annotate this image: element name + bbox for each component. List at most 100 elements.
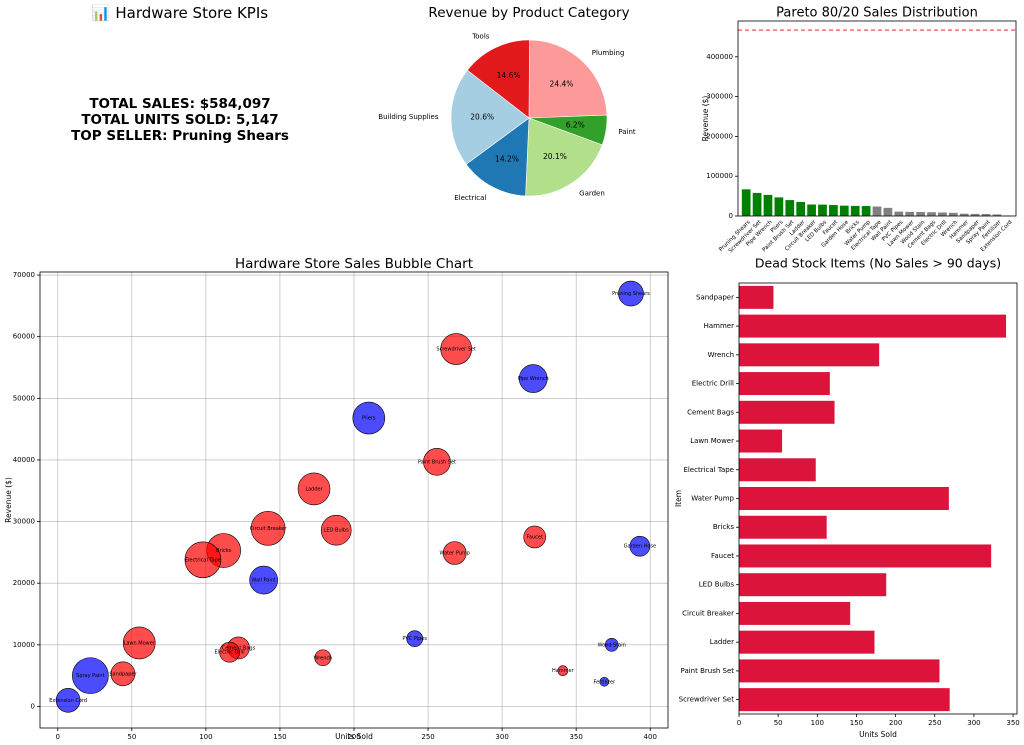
pareto-bar-ladder [796, 201, 806, 216]
deadstock-bar-electrical-tape [739, 458, 816, 482]
bubble-label-screwdriver-set: Screwdriver Set [436, 347, 476, 353]
deadstock-ytick-paint-brush-set: Paint Brush Set [681, 667, 735, 675]
bubble-xtick-label: 200 [347, 733, 360, 741]
bubble-label-ladder: Ladder [305, 486, 323, 492]
pareto-bar-wood-stain [916, 212, 925, 216]
deadstock-ytick-ladder: Ladder [710, 638, 734, 646]
bubble-label-fertilizer: Fertilizer [593, 679, 616, 685]
pareto-bar-faucet [829, 205, 838, 216]
bubble-label-electric-drill: Electric Drill [214, 650, 244, 656]
deadstock-bar-circuit-breaker [739, 601, 851, 625]
bubble-label-hammer: Hammer [552, 668, 575, 674]
bubble-xtick-label: 150 [273, 733, 286, 741]
bubble-electric-drill [219, 641, 240, 663]
pie-slice-electrical [465, 117, 530, 197]
deadstock-bar-cement-bags [739, 400, 835, 424]
kpi-title: 📊 Hardware Store KPIs [91, 4, 269, 22]
deadstock-bar-wrench [739, 343, 880, 367]
pareto-bar-pvc-pipes [894, 211, 904, 216]
bubble-pliers [352, 401, 386, 435]
pareto-bar-hammer [959, 213, 969, 216]
deadstock-xtick-label: 100 [811, 719, 824, 727]
deadstock-xtick-label: 200 [889, 719, 902, 727]
pareto-bar-garden-hose [839, 205, 849, 216]
pie-slice-building-supplies [450, 69, 530, 165]
bubble-ytick-label: 60000 [13, 333, 35, 341]
deadstock-xtick-label: 50 [774, 719, 783, 727]
bubble-label-sandpaper: Sandpaper [109, 671, 137, 677]
bubble-faucet [523, 525, 546, 549]
pie-slice-garden [525, 117, 603, 197]
bubble-label-pvc-pipes: PVC Pipes [402, 636, 427, 642]
deadstock-bar-lawn-mower [739, 429, 783, 453]
bubble-xlabel: Units Sold [335, 732, 373, 741]
bubble-xtick-label: 250 [421, 733, 434, 741]
pie-pct-building-supplies: 20.6% [470, 112, 494, 121]
bubble-xtick-label: 50 [127, 733, 136, 741]
bubble-led-bulbs [320, 514, 352, 546]
deadstock-xlabel: Units Sold [859, 730, 897, 739]
bubble-label-lawn-mower: Lawn Mower [124, 640, 156, 646]
bubble-label-garden-hose: Garden Hose [624, 544, 656, 550]
pie-label-paint: Paint [618, 128, 636, 136]
bubble-label-bricks: Bricks [216, 548, 232, 554]
pareto-bar-sandpaper [970, 213, 980, 216]
pie-label-plumbing: Plumbing [592, 49, 625, 57]
bubble-label-pliers: Pliers [362, 416, 376, 422]
pareto-bar-electric-drill [938, 212, 947, 216]
bubble-label-led-bulbs: LED Bulbs [324, 528, 350, 534]
deadstock-bar-faucet [739, 544, 992, 568]
bubble-label-electrical-tape: Electrical Tape [185, 557, 221, 563]
pareto-bar-screwdriver-set [752, 192, 762, 216]
bubble-lawn-mower [122, 626, 156, 660]
bubble-xtick-label: 100 [199, 733, 212, 741]
pareto-bars [741, 189, 1013, 216]
bubble-spray-paint [72, 657, 109, 694]
bubble-label-spray-paint: Spray Paint [76, 673, 104, 679]
pareto-bar-spray-paint [981, 214, 991, 216]
deadstock-bar-sandpaper [739, 285, 774, 309]
bubble-xtick-label: 0 [56, 733, 60, 741]
deadstock-xtick-label: 300 [967, 719, 980, 727]
pie-pct-electrical: 14.2% [495, 154, 519, 163]
pie-pct-paint: 6.2% [566, 120, 585, 129]
bubble-label-paint-brush-set: Paint Brush Set [418, 459, 456, 465]
pie-label-building-supplies: Building Supplies [378, 113, 439, 121]
pareto-title: Pareto 80/20 Sales Distribution [776, 6, 978, 21]
bubble-pruning-shears [618, 280, 644, 307]
bubble-sandpaper [110, 661, 136, 687]
bubble-pipe-wrench [518, 364, 548, 393]
pareto-bar-lawn-mower [905, 211, 915, 216]
bubble-ytick-label: 40000 [13, 456, 35, 464]
deadstock-axes-frame [738, 282, 1018, 715]
deadstock-ytick-electric-drill: Electric Drill [692, 380, 734, 388]
pie-slices [450, 39, 608, 197]
pie-label-tools: Tools [471, 33, 490, 41]
deadstock-ytick-sandpaper: Sandpaper [696, 293, 734, 301]
pareto-bar-pipe-wrench [763, 194, 773, 216]
pareto-ytick-label: 400000 [706, 53, 733, 61]
deadstock-bar-led-bulbs [739, 573, 887, 597]
bubble-points [55, 280, 651, 713]
pie-pct-garden: 20.1% [543, 152, 567, 161]
pareto-bar-wall-paint [883, 207, 893, 216]
deadstock-bar-water-pump [739, 487, 949, 510]
deadstock-xtick-label: 0 [737, 719, 741, 727]
bubble-ytick-label: 30000 [13, 518, 35, 526]
bubble-xtick-label: 400 [644, 733, 657, 741]
deadstock-ytick-wrench: Wrench [708, 351, 734, 359]
bubble-wrench [314, 649, 332, 667]
bubble-garden-hose [629, 535, 651, 557]
pareto-bar-paint-brush-set [785, 200, 795, 216]
pareto-ytick-label: 300000 [706, 93, 733, 101]
bubble-ytick-label: 50000 [13, 394, 35, 402]
bubble-title: Hardware Store Sales Bubble Chart [235, 256, 473, 272]
kpi-total-sales: TOTAL SALES: $584,097 [89, 96, 271, 112]
deadstock-ytick-water-pump: Water Pump [691, 495, 734, 503]
bubble-label-pipe-wrench: Pipe Wrench [518, 376, 549, 382]
pie-label-electrical: Electrical [454, 194, 486, 202]
deadstock-xtick-label: 150 [850, 719, 863, 727]
kpi-summary: TOTAL SALES: $584,097 TOTAL UNITS SOLD: … [40, 96, 320, 144]
deadstock-ytick-led-bulbs: LED Bulbs [699, 581, 735, 589]
